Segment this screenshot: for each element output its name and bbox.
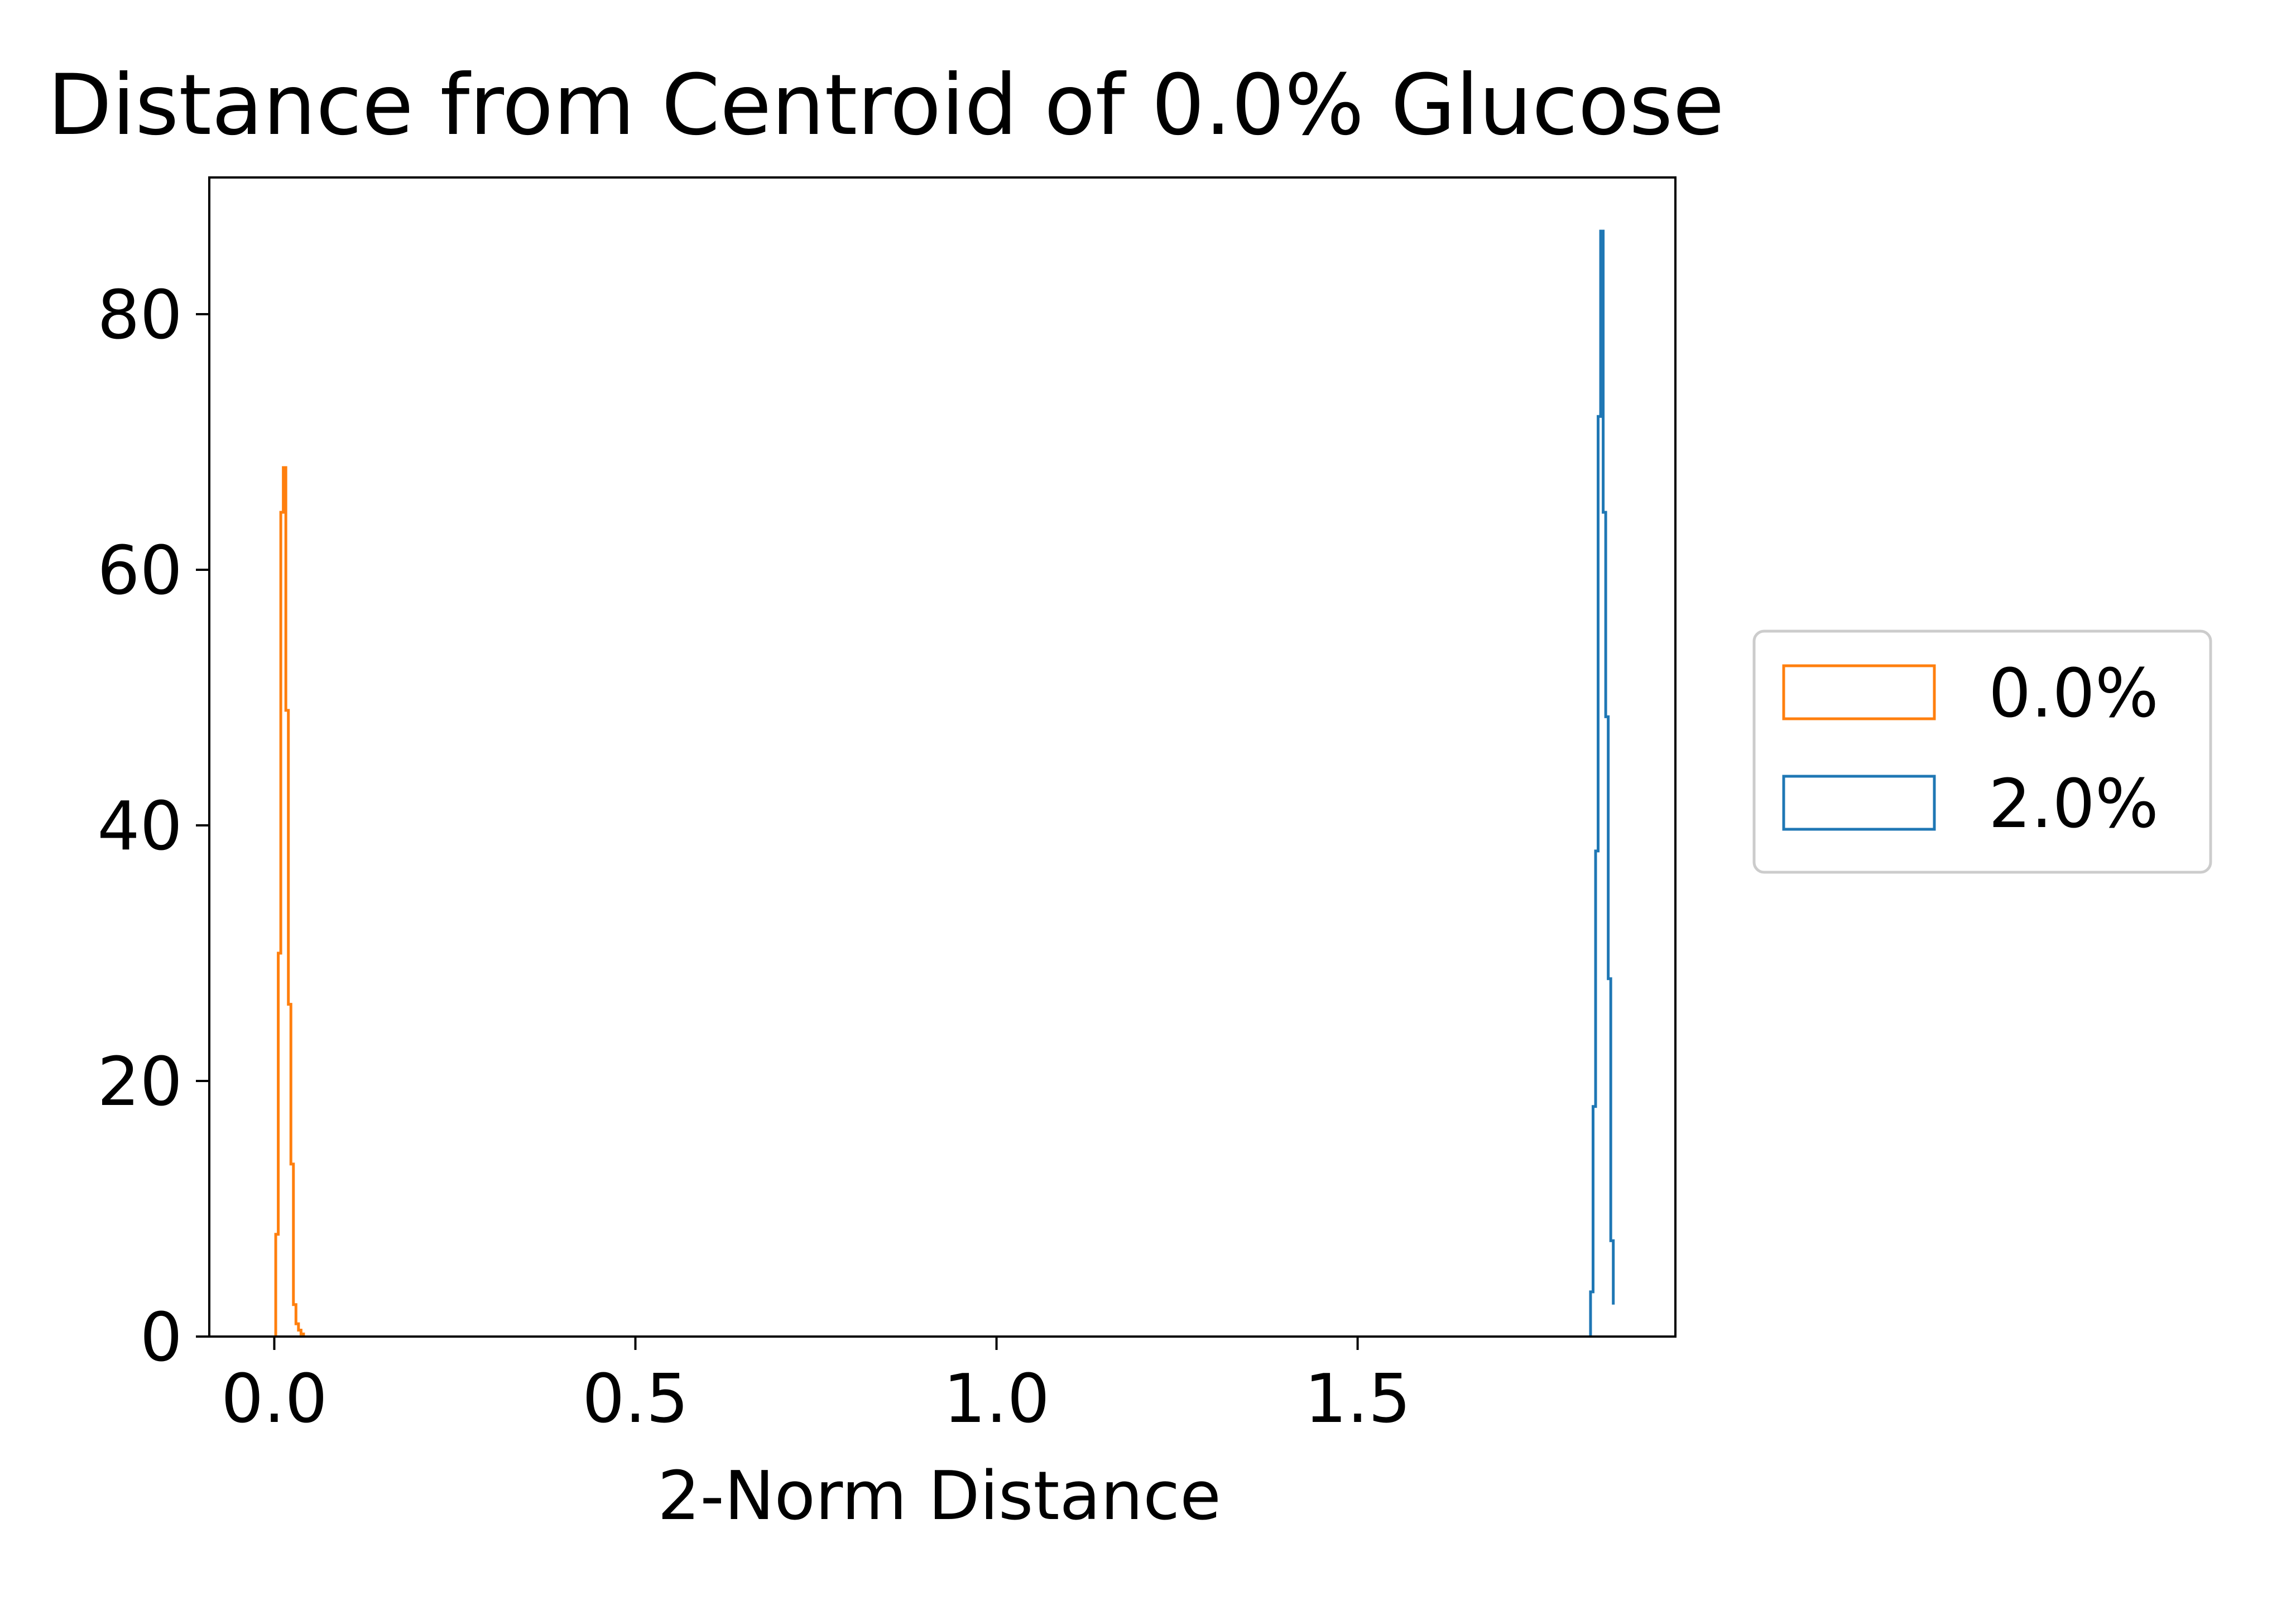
- legend-box: [1752, 629, 2212, 874]
- x-tick-label: 0.0: [221, 1361, 328, 1438]
- legend-label: 2.0%: [1988, 766, 2159, 843]
- chart-title: Distance from Centroid of 0.0% Glucose: [47, 57, 1725, 154]
- series-0-0: [274, 466, 305, 1337]
- histogram-step-outline: [1589, 229, 1615, 1337]
- legend-label: 0.0%: [1988, 655, 2159, 733]
- legend-swatch: [1782, 775, 1936, 831]
- legend-item: 0.0%: [1782, 655, 2159, 733]
- plot-frame: [208, 176, 1677, 1338]
- x-tick-label: 1.0: [943, 1361, 1050, 1438]
- histogram-step-outline: [274, 466, 305, 1337]
- y-tick-label: 20: [97, 1044, 182, 1121]
- legend-swatch: [1782, 664, 1936, 720]
- series-2-0: [1589, 229, 1615, 1337]
- y-tick-label: 80: [97, 277, 182, 354]
- axes: 0.0 0.5 1.0 1.5 0 20 40 60 80: [97, 176, 1677, 1438]
- legend: 0.0% 2.0%: [1752, 629, 2212, 874]
- x-tick-label: 0.5: [582, 1361, 689, 1438]
- x-axis-label: 2-Norm Distance: [657, 1458, 1221, 1535]
- y-tick-label: 60: [97, 532, 182, 610]
- plot-area: [274, 229, 1615, 1337]
- y-tick-label: 40: [97, 788, 182, 866]
- legend-item: 2.0%: [1782, 766, 2159, 843]
- x-tick-label: 1.5: [1304, 1361, 1411, 1438]
- y-tick-label: 0: [140, 1299, 182, 1377]
